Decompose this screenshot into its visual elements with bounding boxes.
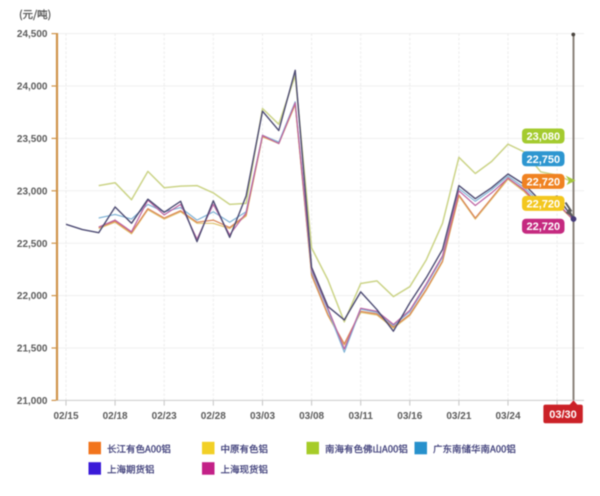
svg-text:23,500: 23,500	[17, 134, 48, 145]
svg-text:02/23: 02/23	[152, 411, 177, 422]
svg-text:23,000: 23,000	[17, 186, 48, 197]
svg-text:02/18: 02/18	[103, 411, 128, 422]
svg-text:22,500: 22,500	[17, 239, 48, 250]
svg-text:22,720: 22,720	[526, 176, 560, 188]
svg-text:21,000: 21,000	[17, 396, 48, 407]
svg-text:03/03: 03/03	[250, 411, 275, 422]
svg-text:02/15: 02/15	[53, 411, 78, 422]
svg-text:03/24: 03/24	[495, 411, 520, 422]
svg-text:03/11: 03/11	[348, 411, 373, 422]
svg-text:03/08: 03/08	[299, 411, 324, 422]
svg-text:24,000: 24,000	[17, 82, 48, 93]
svg-text:21,500: 21,500	[17, 344, 48, 355]
svg-text:22,720: 22,720	[526, 221, 560, 233]
svg-text:22,750: 22,750	[526, 154, 560, 166]
svg-text:03/30: 03/30	[549, 409, 577, 421]
svg-text:23,080: 23,080	[526, 131, 560, 143]
svg-text:22,720: 22,720	[526, 198, 560, 210]
svg-text:24,500: 24,500	[17, 29, 48, 40]
svg-text:22,000: 22,000	[17, 291, 48, 302]
svg-text:03/16: 03/16	[397, 411, 422, 422]
svg-text:02/28: 02/28	[201, 411, 226, 422]
svg-text:03/21: 03/21	[446, 411, 471, 422]
